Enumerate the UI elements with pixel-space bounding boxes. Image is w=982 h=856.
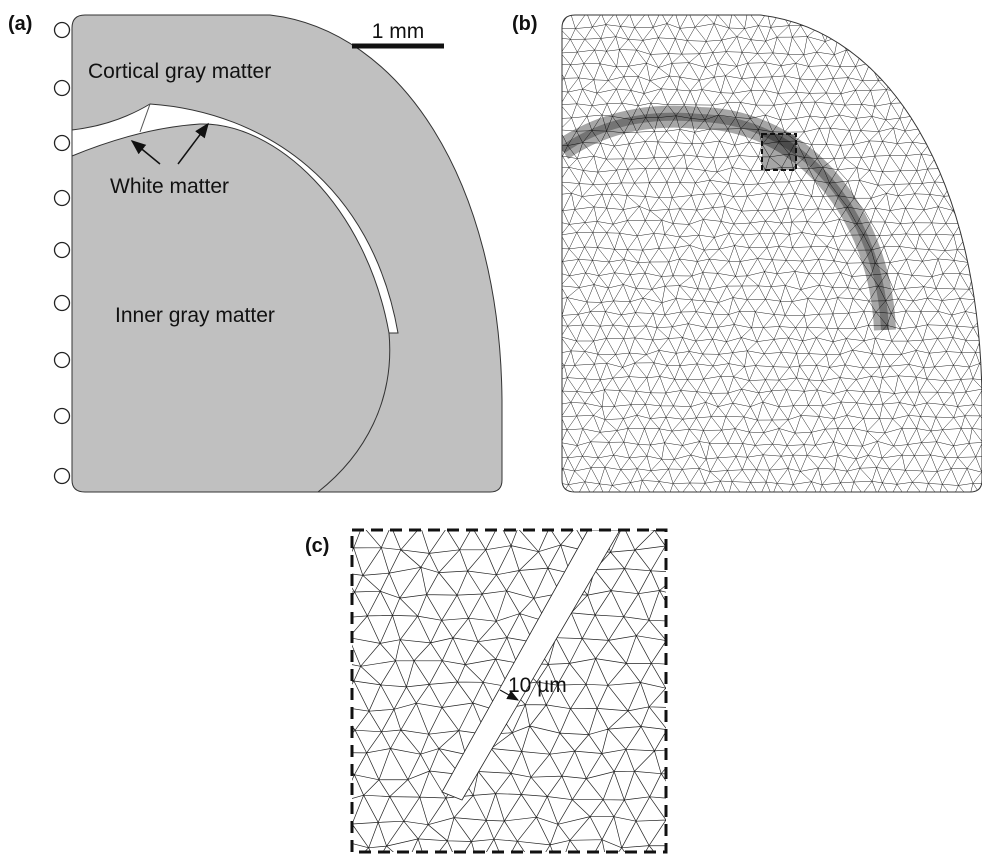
panel-label: (b) <box>512 13 538 35</box>
cortical-region <box>72 15 502 492</box>
zoom-box <box>762 134 796 170</box>
electrode <box>55 136 70 151</box>
electrode <box>55 469 70 484</box>
figure: (a) 1 mm Cortical gray matter White matt… <box>0 0 982 856</box>
electrode <box>55 296 70 311</box>
electrode <box>55 23 70 38</box>
scale-label: 1 mm <box>372 20 425 43</box>
electrodes <box>55 23 70 484</box>
electrode <box>55 353 70 368</box>
electrode <box>55 191 70 206</box>
electrode <box>55 81 70 96</box>
panel-label: (c) <box>305 535 329 557</box>
annotation: Cortical gray matter <box>88 60 271 83</box>
annotation: 10 µm <box>508 674 567 697</box>
panel-label: (a) <box>8 13 32 35</box>
annotation: Inner gray matter <box>115 304 275 327</box>
mesh-panel <box>544 0 982 498</box>
electrode <box>55 243 70 258</box>
electrode <box>55 409 70 424</box>
annotation: White matter <box>110 175 229 198</box>
